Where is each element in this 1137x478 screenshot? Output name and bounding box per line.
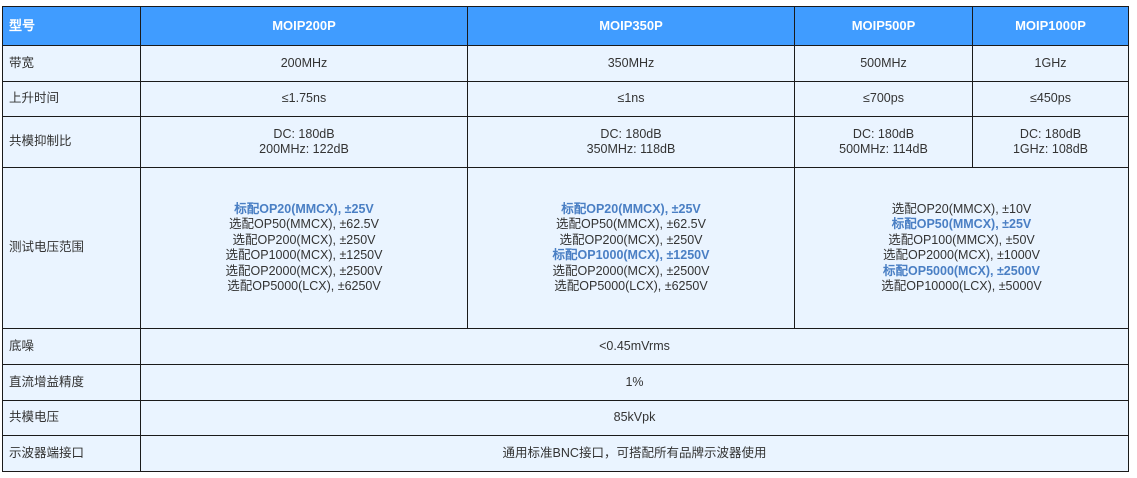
table-row: 直流增益精度 1% (2, 364, 1129, 401)
optional-probe-option: 选配OP1000(MCX), ±1250V (225, 248, 383, 262)
cell: ≤450ps (972, 81, 1129, 117)
optional-probe-option: 选配OP100(MMCX), ±50V (888, 232, 1035, 247)
header-label: 型号 (2, 6, 141, 46)
row-label: 上升时间 (2, 81, 141, 117)
model-header: MOIP350P (467, 6, 795, 46)
cell-line: DC: 180dB (852, 126, 915, 141)
table-row: 测试电压范围 标配OP20(MMCX), ±25V 选配OP50(MMCX), ±… (2, 167, 1129, 329)
voltage-cell: 标配OP20(MMCX), ±25V 选配OP50(MMCX), ±62.5V 选配… (140, 167, 468, 329)
table-row: 共模电压 85kVpk (2, 400, 1129, 436)
cell: <0.45mVrms (140, 328, 1129, 365)
cell-line: 500MHz: 114dB (839, 142, 928, 156)
optional-probe-option: 选配OP50(MMCX), ±62.5V (229, 217, 379, 231)
standard-probe-option: 标配OP20(MMCX), ±25V (561, 201, 701, 216)
optional-probe-option: 选配OP10000(LCX), ±5000V (881, 279, 1042, 293)
cell: 通用标准BNC接口，可搭配所有品牌示波器使用 (140, 435, 1129, 472)
cell: DC: 180dB 350MHz: 118dB (467, 116, 795, 168)
cell-line: 1GHz: 108dB (1012, 142, 1089, 156)
standard-probe-option: 标配OP50(MMCX), ±25V (891, 217, 1032, 231)
optional-probe-option: 选配OP20(MMCX), ±10V (891, 201, 1032, 216)
table-row: 带宽 200MHz 350MHz 500MHz 1GHz (2, 45, 1129, 82)
table-row: 底噪 <0.45mVrms (2, 328, 1129, 365)
optional-probe-option: 选配OP2000(MCX), ±1000V (883, 248, 1040, 262)
row-label: 示波器端接口 (2, 435, 141, 472)
row-label: 共模电压 (2, 400, 141, 436)
voltage-cell: 选配OP20(MMCX), ±10V 标配OP50(MMCX), ±25V 选配OP… (794, 167, 1129, 329)
model-header: MOIP1000P (972, 6, 1129, 46)
cell: ≤700ps (794, 81, 973, 117)
row-label: 底噪 (2, 328, 141, 365)
cell: 200MHz (140, 45, 468, 82)
model-header: MOIP500P (794, 6, 973, 46)
table-row: 示波器端接口 通用标准BNC接口，可搭配所有品牌示波器使用 (2, 435, 1129, 472)
standard-probe-option: 标配OP5000(MCX), ±2500V (883, 263, 1040, 278)
optional-probe-option: 选配OP50(MMCX), ±62.5V (556, 217, 706, 231)
standard-probe-option: 标配OP1000(MCX), ±1250V (552, 248, 710, 262)
optional-probe-option: 选配OP2000(MCX), ±2500V (225, 263, 383, 278)
row-label: 测试电压范围 (2, 167, 141, 329)
cell-line: DC: 180dB (1019, 126, 1082, 141)
cell-line: 200MHz: 122dB (259, 142, 349, 156)
cell: 1% (140, 364, 1129, 401)
cell: 1GHz (972, 45, 1129, 82)
cell: DC: 180dB 1GHz: 108dB (972, 116, 1129, 168)
row-label: 共模抑制比 (2, 116, 141, 168)
header-row: 型号 MOIP200P MOIP350P MOIP500P MOIP1000P (2, 6, 1129, 46)
spec-table: 型号 MOIP200P MOIP350P MOIP500P MOIP1000P … (2, 6, 1129, 472)
optional-probe-option: 选配OP200(MCX), ±250V (559, 232, 703, 247)
row-label: 带宽 (2, 45, 141, 82)
cell-line: DC: 180dB (600, 126, 662, 141)
voltage-cell: 标配OP20(MMCX), ±25V 选配OP50(MMCX), ±62.5V 选配… (467, 167, 795, 329)
optional-probe-option: 选配OP5000(LCX), ±6250V (554, 279, 708, 293)
cell: ≤1.75ns (140, 81, 468, 117)
cell-line: 350MHz: 118dB (586, 142, 676, 156)
cell: ≤1ns (467, 81, 795, 117)
row-label: 直流增益精度 (2, 364, 141, 401)
optional-probe-option: 选配OP200(MCX), ±250V (232, 232, 376, 247)
cell: DC: 180dB 200MHz: 122dB (140, 116, 468, 168)
model-header: MOIP200P (140, 6, 468, 46)
standard-probe-option: 标配OP20(MMCX), ±25V (234, 201, 374, 216)
cell-line: DC: 180dB (273, 126, 335, 141)
optional-probe-option: 选配OP5000(LCX), ±6250V (227, 279, 381, 293)
optional-probe-option: 选配OP2000(MCX), ±2500V (552, 263, 710, 278)
table-row: 共模抑制比 DC: 180dB 200MHz: 122dB DC: 180dB 35… (2, 116, 1129, 168)
cell: 500MHz (794, 45, 973, 82)
cell: 350MHz (467, 45, 795, 82)
cell: DC: 180dB 500MHz: 114dB (794, 116, 973, 168)
table-row: 上升时间 ≤1.75ns ≤1ns ≤700ps ≤450ps (2, 81, 1129, 117)
cell: 85kVpk (140, 400, 1129, 436)
